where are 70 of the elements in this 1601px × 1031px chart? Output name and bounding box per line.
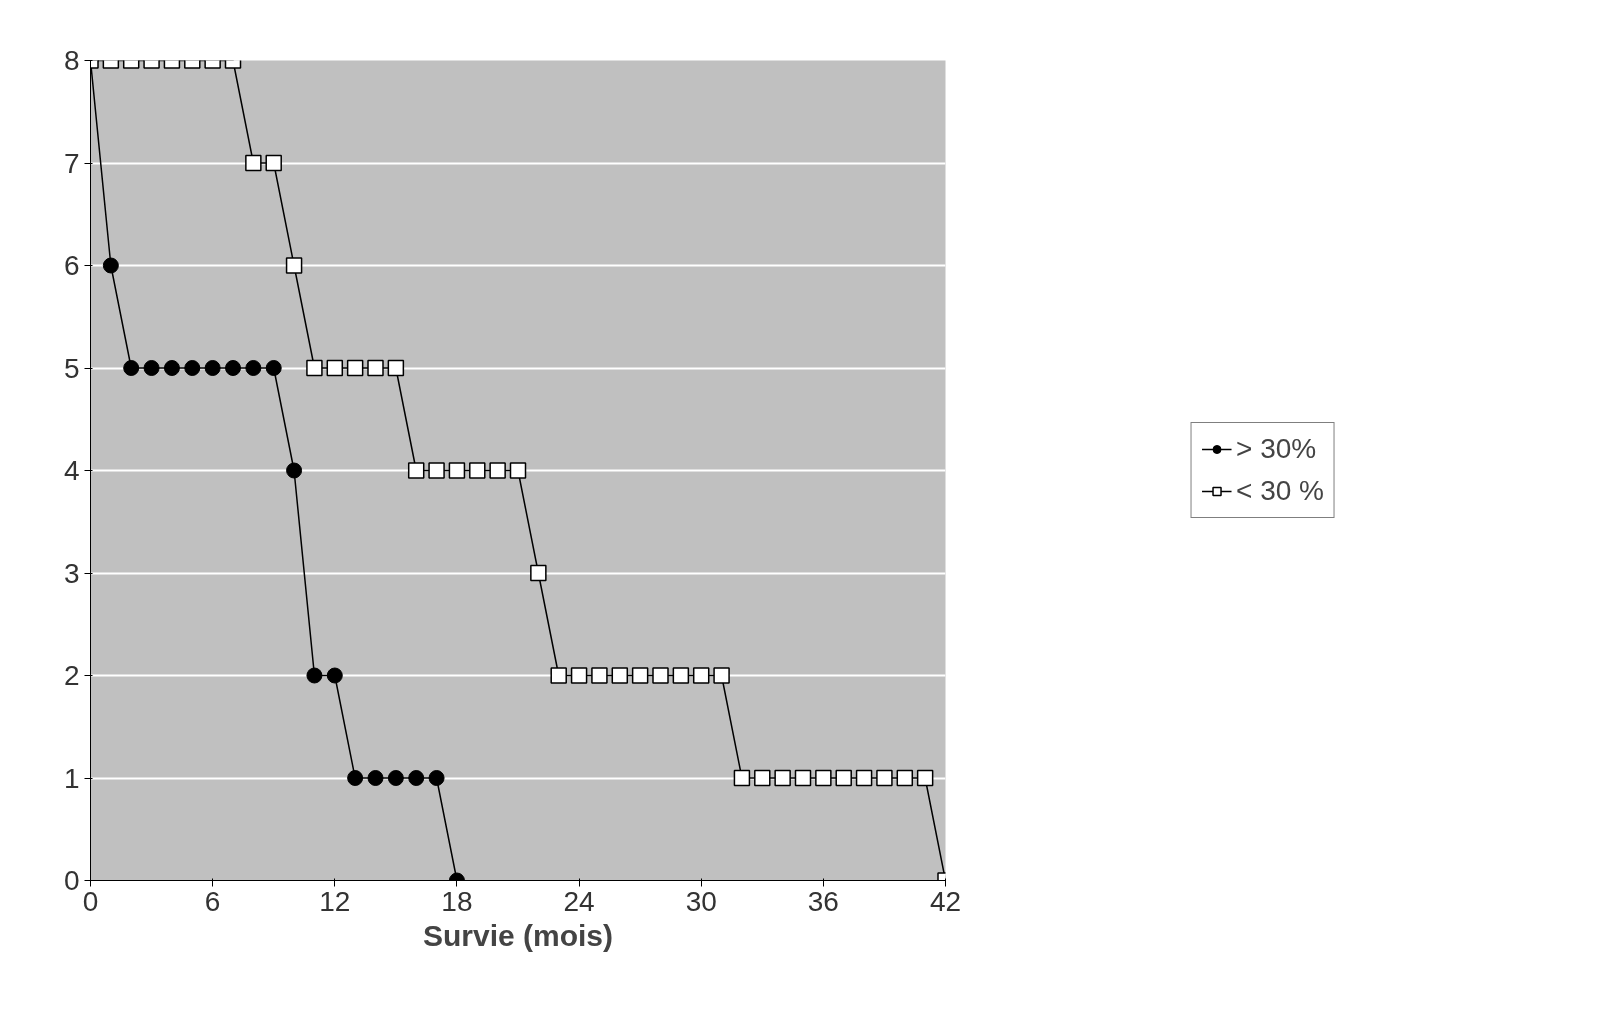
point (143, 360, 160, 376)
point (692, 667, 710, 684)
point (225, 360, 241, 376)
point (123, 360, 140, 376)
point (407, 462, 425, 479)
point (713, 667, 730, 684)
point (591, 667, 608, 684)
y-tick-label: 8 (63, 45, 80, 76)
point (326, 667, 343, 684)
x-tick-label: 6 (204, 885, 221, 917)
y-tick-label: 1 (63, 762, 80, 794)
point (672, 667, 690, 684)
point (896, 769, 914, 787)
point (184, 360, 201, 376)
point (265, 360, 282, 376)
point (733, 769, 751, 787)
point (306, 667, 323, 684)
point (530, 564, 547, 582)
point (265, 154, 282, 172)
point (306, 359, 323, 377)
legend-label: < 30 % (1236, 475, 1324, 507)
y-tick-label: 5 (63, 352, 80, 384)
x-tick-label: 42 (929, 885, 962, 917)
x-tick-label: 30 (685, 885, 717, 917)
point (163, 360, 180, 376)
point (835, 769, 852, 787)
point (428, 770, 445, 786)
y-tick-label: 3 (63, 557, 80, 589)
point (102, 257, 119, 274)
point (489, 462, 506, 479)
point (855, 769, 873, 787)
legend-label: > 30% (1236, 433, 1317, 465)
point (815, 769, 832, 787)
x-tick-label: 12 (319, 885, 351, 917)
point (367, 770, 384, 786)
point (469, 462, 486, 479)
point (509, 462, 527, 479)
y-tick-label: 4 (63, 455, 80, 486)
point (631, 667, 649, 684)
x-axis-title: Survie (mois) (422, 918, 614, 952)
point (550, 667, 567, 684)
point (611, 667, 629, 684)
x-tick-label: 18 (441, 885, 473, 917)
y-tick-label: 0 (63, 865, 80, 896)
point (754, 769, 771, 787)
point (347, 770, 364, 786)
point (204, 360, 221, 376)
point (245, 154, 262, 172)
point (570, 667, 588, 684)
point (326, 359, 344, 377)
point (408, 770, 425, 786)
point (286, 462, 303, 479)
point (367, 359, 384, 377)
point (346, 359, 364, 377)
point (387, 770, 404, 786)
point (387, 359, 405, 377)
point (245, 360, 262, 376)
point (876, 769, 893, 787)
point (774, 769, 791, 787)
y-tick-label: 2 (63, 660, 80, 691)
point (794, 769, 812, 787)
point (428, 462, 445, 479)
point (916, 769, 934, 787)
point (285, 257, 303, 274)
x-tick-label: 24 (563, 885, 595, 917)
y-tick-label: 7 (63, 147, 80, 179)
x-tick-label: 36 (807, 885, 839, 917)
point (652, 667, 669, 684)
y-tick-label: 6 (63, 250, 80, 281)
point (448, 462, 466, 479)
